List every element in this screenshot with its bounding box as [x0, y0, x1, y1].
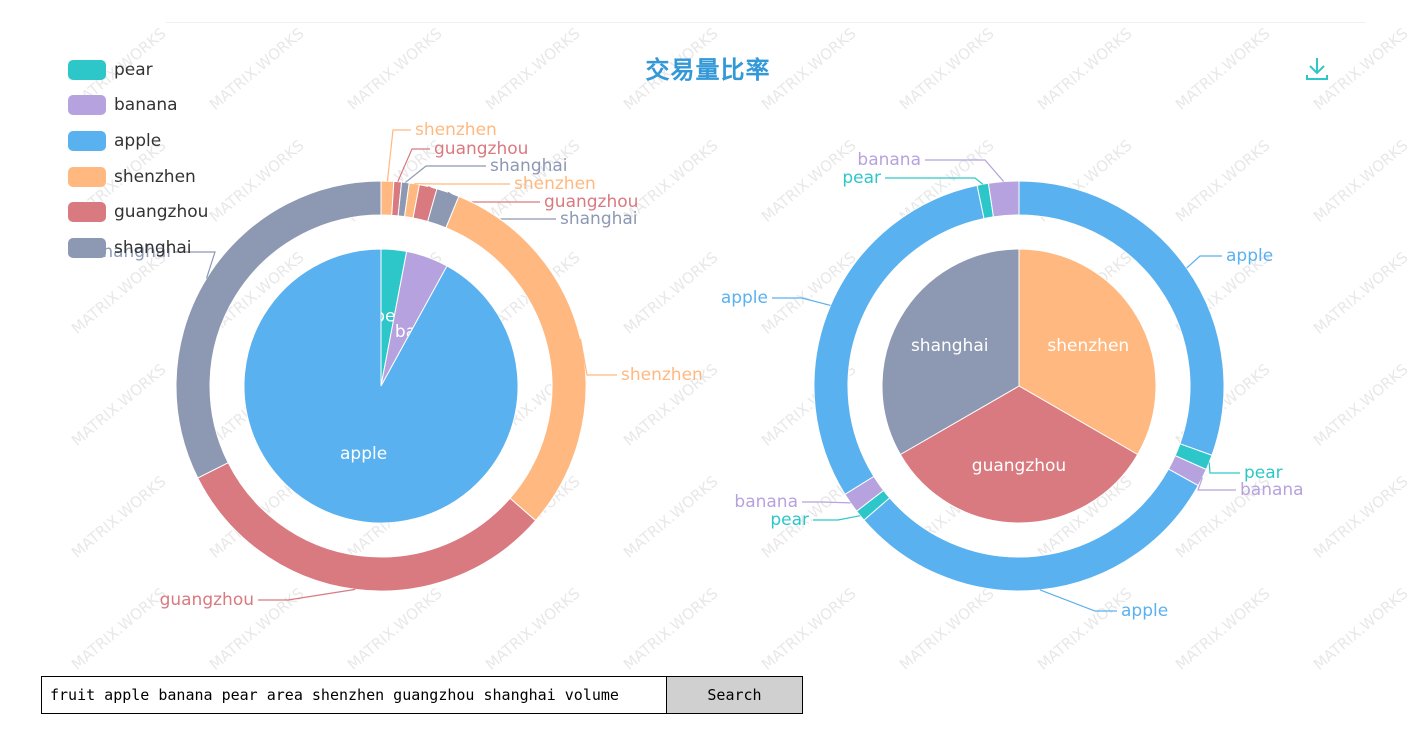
search-bar: Search [41, 676, 803, 714]
inner-slice-label: shenzhen [1047, 336, 1129, 356]
outer-slice-shanghai[interactable] [175, 180, 382, 479]
legend-swatch [68, 166, 106, 187]
legend-label: pear [114, 59, 153, 80]
outer-slice-label: guangzhou [544, 192, 638, 212]
inner-slice-shanghai[interactable] [881, 248, 1020, 456]
outer-slice-label: apple [721, 288, 768, 308]
label-leader-line [397, 148, 430, 182]
legend-item-apple[interactable]: apple [68, 123, 208, 159]
label-leader-line [1186, 255, 1222, 269]
label-leader-line [925, 159, 1005, 182]
outer-slice-banana[interactable] [987, 180, 1020, 218]
outer-slice-label: shanghai [490, 156, 568, 176]
outer-slice-label: apple [1226, 246, 1273, 266]
label-leader-line [1197, 477, 1236, 491]
legend-swatch [68, 202, 106, 223]
outer-slice-label: shenzhen [514, 174, 596, 194]
legend-item-shenzhen[interactable]: shenzhen [68, 159, 208, 195]
label-leader-line [802, 501, 851, 504]
download-icon[interactable] [1303, 55, 1331, 83]
inner-slice-shenzhen[interactable] [1018, 248, 1157, 456]
label-leader-line [772, 297, 831, 306]
outer-slice-label: pear [842, 168, 881, 188]
outer-slice-label: banana [734, 492, 798, 512]
label-leader-line [1039, 589, 1117, 612]
legend: pear banana apple shenzhen guangzhou shanghai [68, 52, 208, 266]
outer-slice-label: banana [857, 150, 921, 170]
outer-slice-label: shenzhen [415, 120, 497, 140]
inner-slice-label: apple [340, 444, 387, 464]
outer-slice-label: banana [1240, 480, 1304, 500]
chart-title: 交易量比率 [645, 56, 771, 84]
outer-slice-label: pear [1244, 463, 1283, 483]
outer-slice-label: guangzhou [160, 590, 254, 610]
legend-label: shenzhen [114, 166, 196, 187]
outer-slice-label: apple [1121, 601, 1168, 621]
legend-swatch [68, 59, 106, 80]
inner-slice-label: guangzhou [972, 456, 1066, 476]
outer-slice-label: shanghai [93, 242, 171, 262]
outer-slice-label: guangzhou [434, 139, 528, 159]
label-leader-line [813, 515, 861, 521]
legend-swatch [68, 95, 106, 116]
inner-slice-apple[interactable] [243, 248, 519, 524]
outer-slice-label: shanghai [560, 209, 638, 229]
legend-item-pear[interactable]: pear [68, 52, 208, 88]
legend-label: shanghai [114, 237, 192, 258]
label-leader-line [386, 129, 411, 182]
legend-label: guangzhou [114, 202, 209, 223]
search-input[interactable] [42, 677, 667, 713]
legend-label: apple [114, 130, 162, 151]
label-leader-line [885, 177, 984, 185]
chart-canvas: pearbananaappleshenzhenguangzhoushanghai… [93, 120, 1304, 621]
label-leader-line [175, 251, 216, 279]
inner-slice-label: shanghai [911, 336, 989, 356]
label-leader-line [258, 588, 356, 601]
legend-swatch [68, 237, 106, 258]
legend-item-guangzhou[interactable]: guangzhou [68, 194, 208, 230]
label-leader-line [405, 165, 486, 183]
legend-item-shanghai[interactable]: shanghai [68, 230, 208, 266]
label-leader-line [1208, 462, 1240, 474]
legend-label: banana [114, 95, 178, 116]
legend-swatch [68, 130, 106, 151]
outer-slice-label: pear [770, 510, 809, 530]
outer-slice-label: shenzhen [621, 365, 703, 385]
search-button[interactable]: Search [667, 677, 802, 713]
top-divider [166, 22, 1366, 23]
label-leader-line [579, 338, 617, 376]
legend-item-banana[interactable]: banana [68, 88, 208, 124]
